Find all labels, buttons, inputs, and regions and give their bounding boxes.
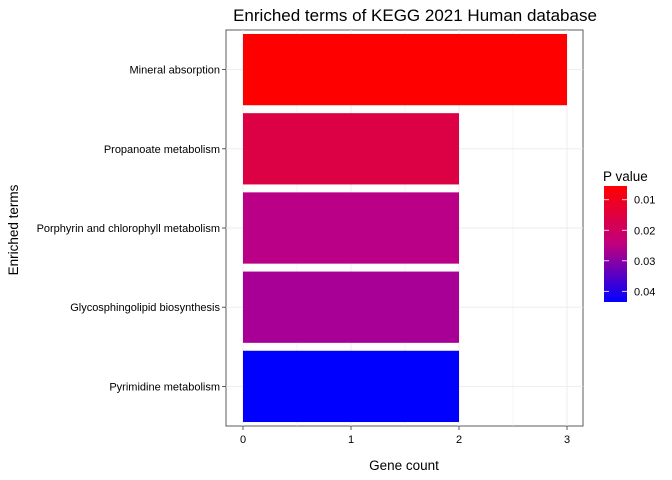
legend-tick-label: 0.01: [634, 195, 655, 207]
bar: [243, 192, 459, 264]
bars: [243, 33, 567, 423]
x-axis-ticks: 0 1 2 3: [240, 426, 570, 446]
legend-tick-label: 0.03: [634, 256, 655, 268]
legend-title: P value: [603, 169, 648, 184]
legend: P value 0.01 0.02 0.03 0.04: [603, 169, 655, 302]
y-tick-label: Glycosphingolipid biosynthesis: [70, 302, 220, 314]
y-tick-label: Propanoate metabolism: [104, 144, 220, 156]
x-tick-label: 2: [456, 434, 462, 446]
legend-tick-label: 0.02: [634, 225, 655, 237]
bar: [243, 271, 459, 343]
y-axis-ticks: Mineral absorption Propanoate metabolism P…: [37, 65, 226, 393]
legend-tick-label: 0.04: [634, 286, 655, 298]
bar: [243, 33, 567, 106]
bar: [243, 113, 459, 185]
y-axis-title: Enriched terms: [6, 184, 21, 275]
y-tick-label: Mineral absorption: [130, 65, 221, 77]
x-tick-label: 3: [564, 434, 570, 446]
chart-title: Enriched terms of KEGG 2021 Human databa…: [233, 6, 597, 25]
x-tick-label: 1: [348, 434, 354, 446]
y-tick-label: Pyrimidine metabolism: [109, 381, 220, 393]
x-tick-label: 0: [240, 434, 246, 446]
x-axis-title: Gene count: [369, 458, 439, 473]
legend-colorbar: [604, 186, 627, 302]
y-tick-label: Porphyrin and chlorophyll metabolism: [37, 223, 220, 235]
bar: [243, 350, 459, 423]
legend-ticks: 0.01 0.02 0.03 0.04: [604, 195, 655, 298]
